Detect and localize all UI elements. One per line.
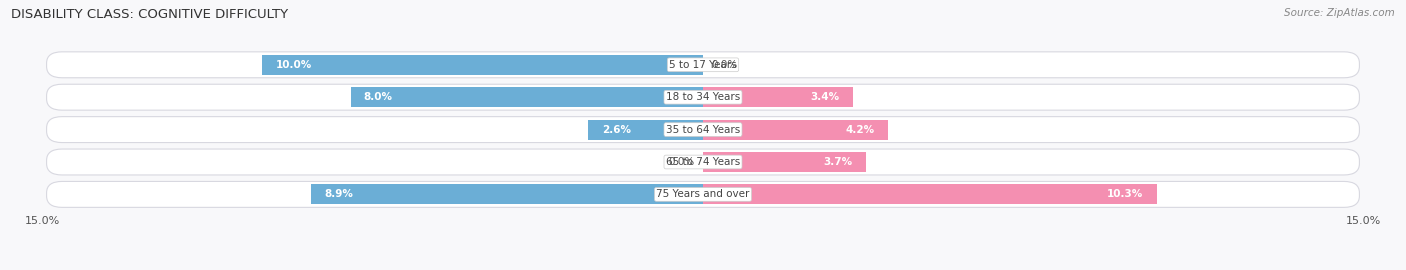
Text: 65 to 74 Years: 65 to 74 Years xyxy=(666,157,740,167)
Text: 10.3%: 10.3% xyxy=(1108,189,1143,200)
FancyBboxPatch shape xyxy=(46,84,1360,110)
Text: 35 to 64 Years: 35 to 64 Years xyxy=(666,124,740,135)
Bar xyxy=(703,120,889,140)
Text: 3.7%: 3.7% xyxy=(824,157,853,167)
FancyBboxPatch shape xyxy=(46,181,1360,207)
Text: 3.4%: 3.4% xyxy=(810,92,839,102)
Bar xyxy=(589,120,703,140)
Text: DISABILITY CLASS: COGNITIVE DIFFICULTY: DISABILITY CLASS: COGNITIVE DIFFICULTY xyxy=(11,8,288,21)
Text: 8.9%: 8.9% xyxy=(325,189,353,200)
Bar xyxy=(703,184,1157,204)
Text: 10.0%: 10.0% xyxy=(276,60,312,70)
FancyBboxPatch shape xyxy=(46,149,1360,175)
Text: 4.2%: 4.2% xyxy=(845,124,875,135)
Text: 0.0%: 0.0% xyxy=(711,60,738,70)
Bar xyxy=(311,184,703,204)
FancyBboxPatch shape xyxy=(46,52,1360,78)
Bar xyxy=(263,55,703,75)
FancyBboxPatch shape xyxy=(46,117,1360,143)
Text: 2.6%: 2.6% xyxy=(602,124,631,135)
Bar xyxy=(350,87,703,107)
Text: Source: ZipAtlas.com: Source: ZipAtlas.com xyxy=(1284,8,1395,18)
Text: 8.0%: 8.0% xyxy=(364,92,392,102)
Bar xyxy=(703,152,866,172)
Text: 5 to 17 Years: 5 to 17 Years xyxy=(669,60,737,70)
Text: 0.0%: 0.0% xyxy=(668,157,695,167)
Text: 75 Years and over: 75 Years and over xyxy=(657,189,749,200)
Text: 18 to 34 Years: 18 to 34 Years xyxy=(666,92,740,102)
Bar xyxy=(703,87,853,107)
